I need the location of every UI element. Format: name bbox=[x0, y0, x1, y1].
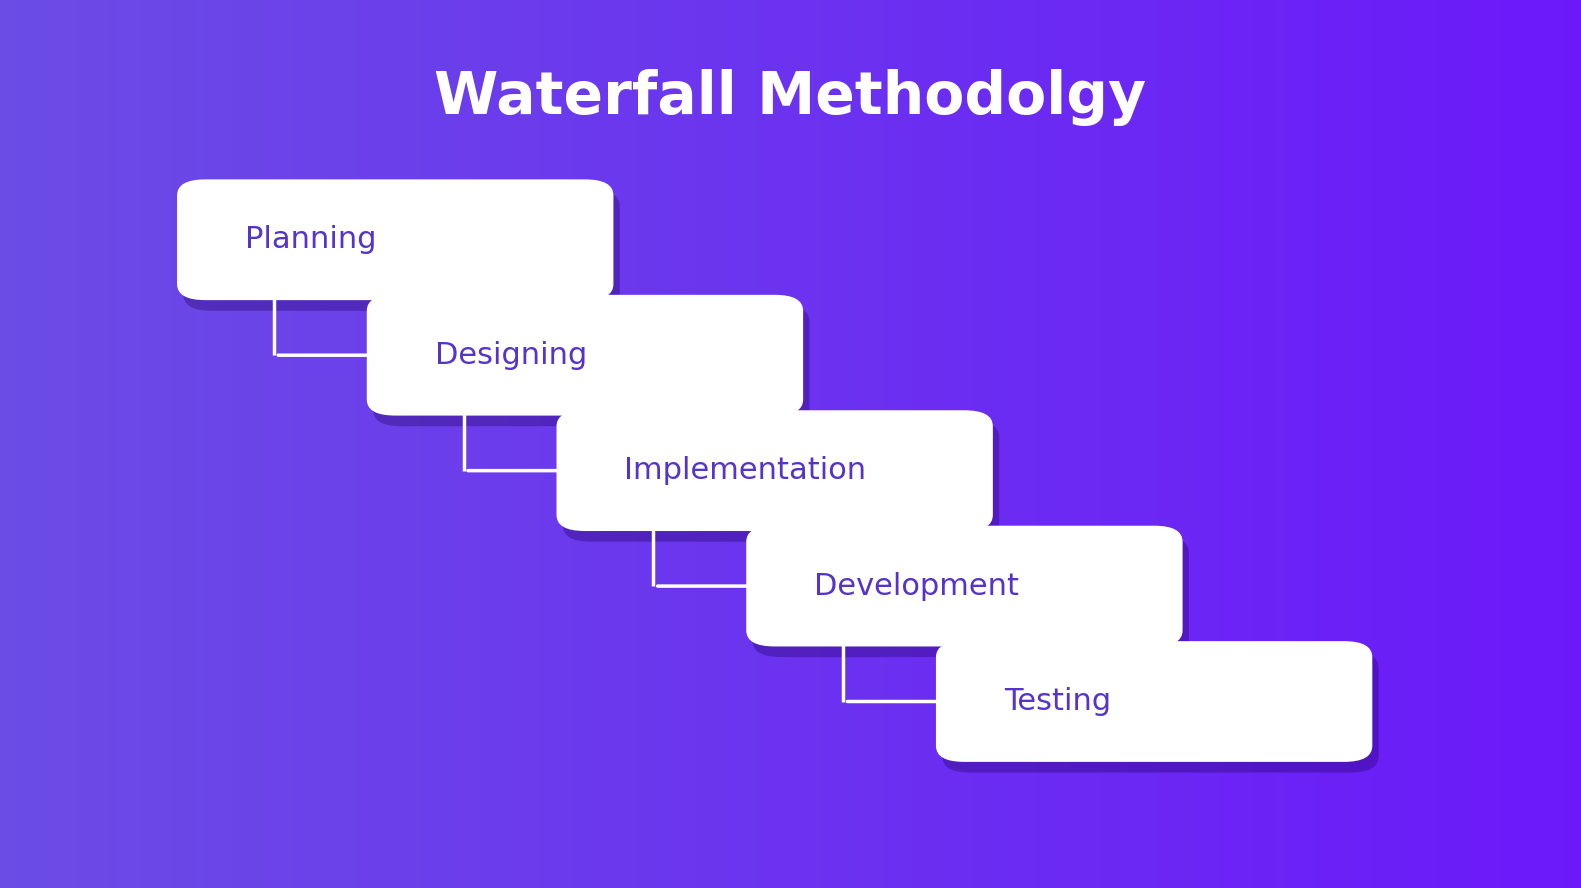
FancyBboxPatch shape bbox=[557, 410, 993, 531]
FancyBboxPatch shape bbox=[942, 652, 1379, 773]
Text: Designing: Designing bbox=[435, 341, 587, 369]
FancyBboxPatch shape bbox=[563, 421, 999, 542]
FancyBboxPatch shape bbox=[373, 305, 809, 426]
FancyBboxPatch shape bbox=[177, 179, 613, 300]
Text: Waterfall Methodolgy: Waterfall Methodolgy bbox=[435, 69, 1146, 126]
FancyBboxPatch shape bbox=[936, 641, 1372, 762]
FancyBboxPatch shape bbox=[746, 526, 1183, 646]
FancyBboxPatch shape bbox=[753, 536, 1189, 657]
Text: Testing: Testing bbox=[1004, 687, 1111, 716]
FancyBboxPatch shape bbox=[367, 295, 803, 416]
FancyBboxPatch shape bbox=[183, 190, 620, 311]
Text: Development: Development bbox=[814, 572, 1020, 600]
Text: Planning: Planning bbox=[245, 226, 376, 254]
Text: Implementation: Implementation bbox=[624, 456, 866, 485]
